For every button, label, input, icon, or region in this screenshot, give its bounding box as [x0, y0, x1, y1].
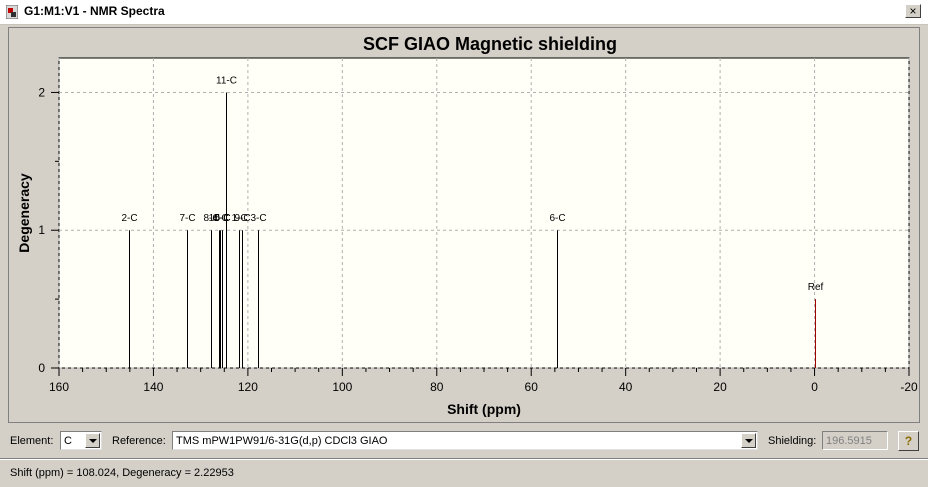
- peak-label: 10-C: [209, 213, 231, 224]
- x-tick-label: 20: [713, 380, 727, 394]
- status-text: Shift (ppm) = 108.024, Degeneracy = 2.22…: [10, 467, 234, 479]
- peak-label: 8-C: [203, 213, 219, 224]
- x-axis-label: Shift (ppm): [447, 401, 521, 417]
- peak-label: 5-C: [214, 213, 230, 224]
- y-tick-label: 1: [38, 223, 45, 237]
- x-tick-label: 40: [619, 380, 633, 394]
- axes: 160 140 120 100 80 60 40 20 0 -20 0 1 2: [38, 85, 918, 394]
- status-divider: [0, 458, 928, 460]
- element-select[interactable]: C: [60, 431, 102, 450]
- peak-label: 3-C: [250, 213, 266, 224]
- gaussview-app-icon: [6, 5, 18, 19]
- peak-label: 1-C: [231, 213, 247, 224]
- help-button[interactable]: ?: [898, 431, 919, 451]
- window-title: G1:M1:V1 - NMR Spectra: [24, 4, 165, 18]
- title-bar: G1:M1:V1 - NMR Spectra ×: [0, 0, 928, 25]
- peak-label: 6-C: [549, 213, 565, 224]
- peak-label: 7-C: [179, 213, 195, 224]
- x-tick-label: -20: [900, 380, 918, 394]
- peaks: 2-C 7-C 8-C10-C4-C5-C 11-C 1-C9-C 3-C 6-C Ref: [121, 75, 824, 368]
- peak-label: 11-C: [216, 75, 237, 86]
- peak-label: 4-C: [212, 213, 228, 224]
- y-tick-label: 0: [38, 361, 45, 375]
- y-axis-label: Degeneracy: [16, 173, 32, 253]
- x-tick-label: 140: [143, 380, 163, 394]
- plot-area[interactable]: [58, 57, 910, 369]
- reference-dropdown-icon[interactable]: [741, 433, 756, 448]
- x-tick-label: 60: [525, 380, 539, 394]
- reference-select[interactable]: TMS mPW1PW91/6-31G(d,p) CDCl3 GIAO: [172, 431, 758, 450]
- x-tick-label: 120: [238, 380, 258, 394]
- shielding-field: 196.5915: [822, 431, 888, 450]
- element-dropdown-icon[interactable]: [85, 433, 100, 448]
- x-tick-label: 0: [811, 380, 818, 394]
- peak-label: 9-C: [234, 213, 250, 224]
- close-button[interactable]: ×: [905, 4, 921, 18]
- chart-title: SCF GIAO Magnetic shielding: [363, 34, 617, 54]
- x-tick-label: 80: [430, 380, 444, 394]
- chart-frame: SCF GIAO Magnetic shielding 160 140 120 100…: [8, 27, 920, 423]
- shielding-label: Shielding:: [768, 435, 817, 447]
- x-tick-label: 160: [49, 380, 69, 394]
- peak-label: Ref: [808, 282, 824, 293]
- reference-value: TMS mPW1PW91/6-31G(d,p) CDCl3 GIAO: [176, 435, 388, 447]
- y-tick-label: 2: [38, 85, 45, 99]
- element-value: C: [64, 435, 72, 447]
- peak-label: 2-C: [121, 213, 137, 224]
- x-tick-label: 100: [332, 380, 352, 394]
- reference-label: Reference:: [112, 435, 166, 447]
- nmr-chart[interactable]: SCF GIAO Magnetic shielding 160 140 120 100…: [9, 28, 919, 422]
- shielding-value: 196.5915: [826, 435, 872, 447]
- element-label: Element:: [10, 435, 54, 447]
